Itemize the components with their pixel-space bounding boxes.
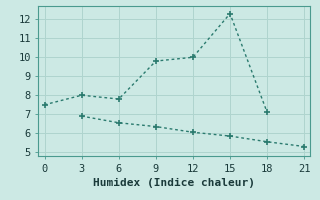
- X-axis label: Humidex (Indice chaleur): Humidex (Indice chaleur): [93, 178, 255, 188]
